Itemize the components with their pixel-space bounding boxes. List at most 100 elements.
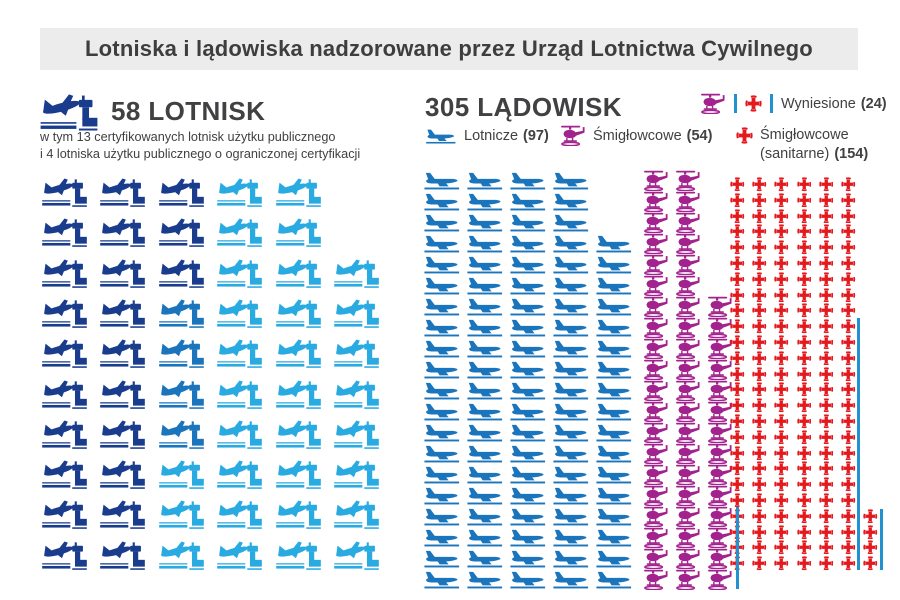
airport-icon [158, 336, 204, 369]
medical-cross-icon [730, 319, 745, 334]
medical-cross-icon [730, 430, 745, 445]
medical-cross-icon [819, 509, 834, 524]
medical-cross-icon [774, 303, 789, 318]
medical-cross-icon [774, 335, 789, 350]
medical-cross-icon [752, 477, 767, 492]
airport-icon [158, 417, 204, 450]
airplane-icon [423, 381, 461, 400]
airport-icon [334, 296, 379, 329]
medical-cross-icon [752, 445, 767, 461]
helicopter-icon [643, 569, 669, 590]
legend-lotnicze-text: Lotnicze [464, 128, 519, 144]
medical-cross-icon [774, 224, 789, 239]
medical-cross-icon [819, 445, 834, 461]
airplane-icon [595, 339, 633, 358]
medical-cross-icon [796, 509, 812, 524]
medical-cross-icon [819, 177, 834, 192]
medical-cross-icon [796, 366, 812, 382]
helicopter-icon [675, 191, 701, 212]
medical-cross-icon [796, 351, 812, 366]
medical-cross-icon [730, 382, 745, 397]
medical-cross-icon [752, 224, 767, 239]
airplane-icon [552, 465, 590, 484]
airplane-icon [423, 360, 461, 379]
medical-cross-icon [841, 398, 856, 413]
medical-cross-icon [752, 319, 767, 334]
helicopter-icon [675, 233, 701, 254]
airport-icon [42, 417, 87, 450]
legend-smiglowcowe-count: (54) [686, 127, 713, 144]
helicopter-icon [675, 401, 701, 422]
airplane-icon [509, 486, 547, 505]
airport-icon [275, 457, 321, 490]
medical-cross-icon [752, 256, 767, 271]
medical-cross-icon [752, 366, 767, 382]
medical-cross-icon [841, 287, 856, 303]
medical-cross-icon [819, 193, 834, 208]
airplane-icon [509, 171, 547, 190]
medical-cross-icon [796, 445, 812, 461]
medical-cross-icon [841, 493, 856, 508]
airport-icon [217, 256, 263, 289]
airplane-icon [466, 255, 504, 274]
medical-cross-icon [752, 240, 767, 255]
airplane-icon [552, 528, 590, 547]
helicopter-icon [643, 296, 669, 317]
medical-cross-icon [774, 477, 789, 492]
airport-icon [100, 457, 146, 490]
medical-cross-icon [819, 256, 834, 271]
airport-icon [158, 457, 204, 490]
airport-icon [275, 417, 321, 450]
airplane-icon [595, 444, 633, 463]
helicopter-icon [675, 506, 701, 527]
airplane-icon [552, 423, 590, 442]
medical-cross-icon [752, 287, 767, 303]
medical-cross-icon [819, 382, 834, 397]
airport-icon [100, 296, 146, 329]
legend-sanitarne-text-line2: (sanitarne) [760, 145, 830, 162]
medical-cross-icon [774, 319, 789, 334]
medical-cross-icon [774, 414, 789, 429]
airport-icon [334, 538, 379, 571]
medical-cross-icon [730, 240, 745, 255]
medical-cross-icon [819, 272, 834, 287]
helicopter-icon [675, 317, 701, 338]
airplane-icon [509, 276, 547, 295]
airport-icon [40, 90, 98, 132]
airplane-icon [509, 255, 547, 274]
medical-cross-icon [774, 208, 789, 224]
helicopter-icon [675, 443, 701, 464]
airplane-icon [509, 549, 547, 568]
medical-cross-icon [730, 303, 745, 318]
airport-icon [217, 215, 263, 248]
elevated-marker-bar [770, 94, 773, 113]
medical-cross-icon [819, 351, 834, 366]
medical-cross-icon [774, 430, 789, 445]
airport-icon [100, 538, 146, 571]
airplane-icon [509, 507, 547, 526]
medical-cross-icon [796, 430, 812, 445]
airplane-icon [466, 297, 504, 316]
medical-cross-icon [796, 319, 812, 334]
airplane-icon [466, 276, 504, 295]
medical-cross-icon [819, 493, 834, 508]
airports-note-line-1: w tym 13 certyfikowanych lotnisk użytku … [40, 130, 336, 144]
landing-sites-count: 305 LĄDOWISK [425, 92, 622, 122]
airplane-icon [552, 339, 590, 358]
airplane-icon [552, 549, 590, 568]
medical-cross-icon [841, 240, 856, 255]
medical-cross-icon [841, 445, 856, 461]
airplane-icon [595, 507, 633, 526]
medical-cross-icon [796, 256, 812, 271]
airplane-icon [466, 213, 504, 232]
airplane-icon [552, 444, 590, 463]
airplane-icon [466, 570, 504, 589]
medical-cross-icon [774, 398, 789, 413]
medical-cross-icon [819, 303, 834, 318]
airplane-icon [466, 192, 504, 211]
helicopter-icon [707, 569, 733, 590]
medical-cross-icon [796, 193, 812, 208]
medical-cross-icon [774, 287, 789, 303]
medical-cross-icon [819, 430, 834, 445]
airplane-icon [423, 171, 461, 190]
